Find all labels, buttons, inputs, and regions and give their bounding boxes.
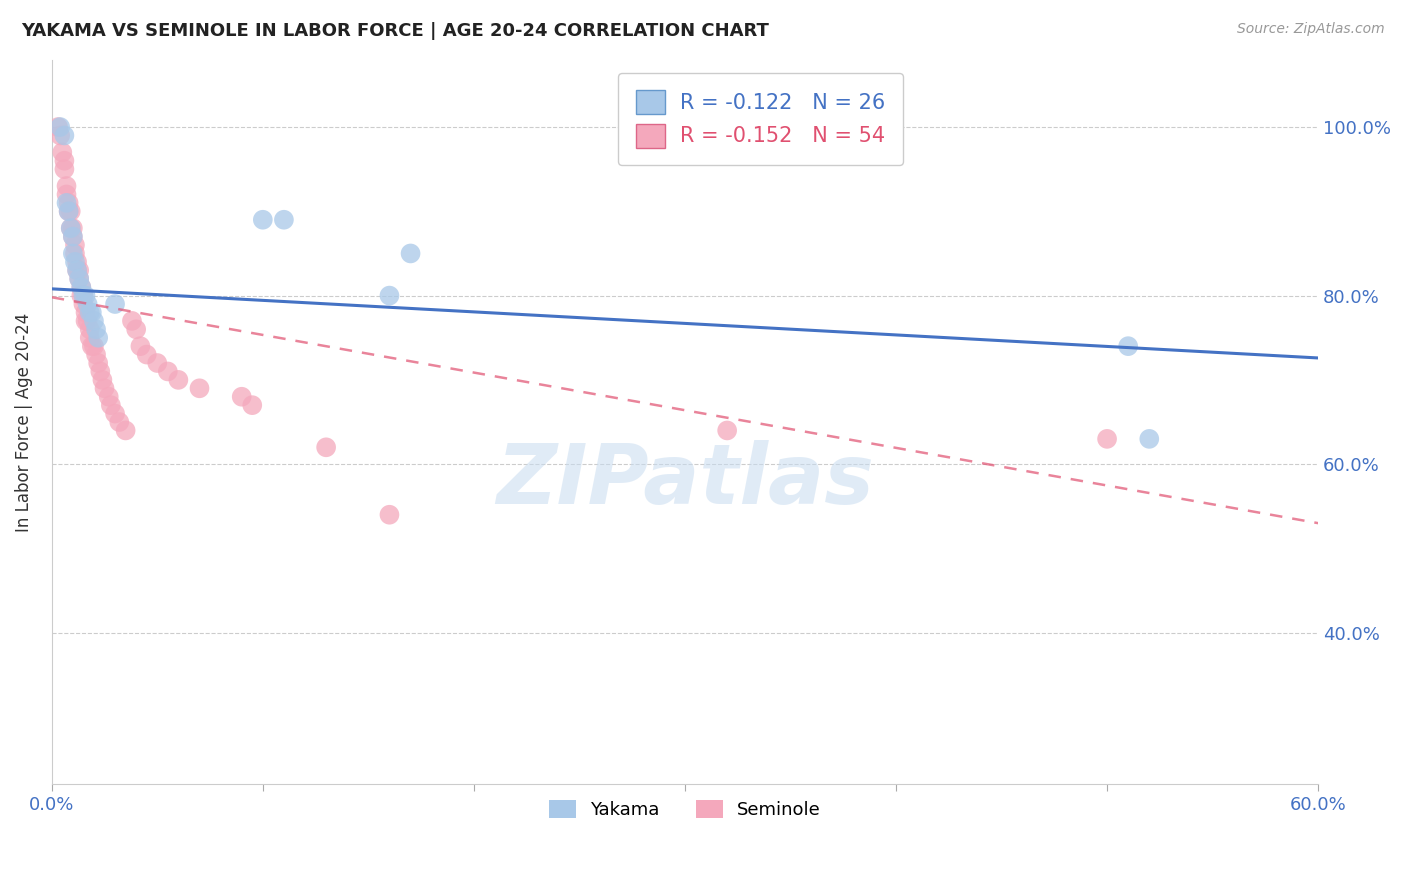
Point <box>62 229 84 244</box>
Point <box>46 120 69 134</box>
Point <box>156 364 179 378</box>
Point <box>49 120 72 134</box>
Point <box>87 331 110 345</box>
Point <box>97 390 120 404</box>
Point <box>84 348 107 362</box>
Point <box>240 398 263 412</box>
Point <box>188 381 211 395</box>
Point <box>51 145 73 160</box>
Point <box>70 280 93 294</box>
Point <box>72 288 94 302</box>
Point <box>378 508 401 522</box>
Point <box>100 398 122 412</box>
Point <box>66 263 89 277</box>
Point <box>59 204 82 219</box>
Point <box>75 305 97 319</box>
Point <box>63 246 86 260</box>
Point <box>1116 339 1139 353</box>
Point <box>79 331 101 345</box>
Point <box>125 322 148 336</box>
Point <box>67 271 90 285</box>
Point <box>89 364 111 378</box>
Point <box>72 297 94 311</box>
Point <box>91 373 114 387</box>
Point <box>55 179 77 194</box>
Point <box>70 288 93 302</box>
Point <box>121 314 143 328</box>
Point <box>378 288 401 302</box>
Point <box>59 221 82 235</box>
Point <box>79 322 101 336</box>
Point <box>75 314 97 328</box>
Point <box>76 314 98 328</box>
Point <box>72 288 94 302</box>
Point <box>80 305 103 319</box>
Point <box>67 263 90 277</box>
Point <box>135 348 157 362</box>
Point <box>79 305 101 319</box>
Point <box>76 297 98 311</box>
Point <box>55 195 77 210</box>
Text: YAKAMA VS SEMINOLE IN LABOR FORCE | AGE 20-24 CORRELATION CHART: YAKAMA VS SEMINOLE IN LABOR FORCE | AGE … <box>21 22 769 40</box>
Point <box>66 255 89 269</box>
Point <box>231 390 253 404</box>
Point <box>62 246 84 260</box>
Text: ZIPatlas: ZIPatlas <box>496 440 875 521</box>
Point <box>67 271 90 285</box>
Point <box>87 356 110 370</box>
Point <box>1095 432 1118 446</box>
Point <box>62 229 84 244</box>
Point <box>83 314 105 328</box>
Point <box>80 339 103 353</box>
Point <box>104 407 127 421</box>
Point <box>62 221 84 235</box>
Point <box>104 297 127 311</box>
Point <box>63 255 86 269</box>
Point <box>58 204 80 219</box>
Point <box>167 373 190 387</box>
Point <box>93 381 115 395</box>
Point <box>1137 432 1160 446</box>
Point <box>108 415 131 429</box>
Y-axis label: In Labor Force | Age 20-24: In Labor Force | Age 20-24 <box>15 312 32 532</box>
Point <box>83 339 105 353</box>
Point <box>716 424 738 438</box>
Point <box>49 128 72 143</box>
Point <box>53 153 76 168</box>
Point <box>273 212 295 227</box>
Text: Source: ZipAtlas.com: Source: ZipAtlas.com <box>1237 22 1385 37</box>
Point <box>252 212 274 227</box>
Point <box>53 128 76 143</box>
Point <box>75 288 97 302</box>
Point <box>399 246 422 260</box>
Point <box>114 424 136 438</box>
Point <box>58 195 80 210</box>
Point <box>84 322 107 336</box>
Point <box>146 356 169 370</box>
Point <box>53 162 76 177</box>
Point <box>59 221 82 235</box>
Point <box>58 204 80 219</box>
Point <box>70 280 93 294</box>
Legend: Yakama, Seminole: Yakama, Seminole <box>541 792 828 826</box>
Point <box>63 238 86 252</box>
Point <box>315 440 337 454</box>
Point <box>55 187 77 202</box>
Point <box>129 339 152 353</box>
Point <box>66 263 89 277</box>
